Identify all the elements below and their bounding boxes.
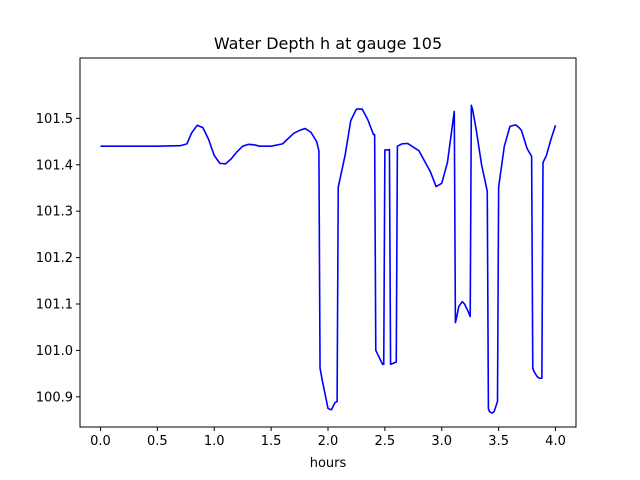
series-layer [100, 104, 557, 414]
x-axis-ticks: 0.0 0.5 1.0 1.5 2.0 2.5 3.0 3.5 4.0 [90, 427, 566, 449]
x-tick-label: 1.0 [204, 434, 225, 449]
x-tick-label: 0.5 [147, 434, 168, 449]
x-tick-label: 3.5 [488, 434, 509, 449]
x-tick-label: 1.5 [261, 434, 282, 449]
y-tick-label: 101.0 [36, 344, 73, 359]
plot-area: 0.0 0.5 1.0 1.5 2.0 2.5 3.0 3.5 4.0 100.9101.010… [36, 57, 577, 449]
x-tick-label: 4.0 [545, 434, 566, 449]
series-line [100, 104, 557, 414]
x-tick-label: 3.0 [431, 434, 452, 449]
chart-title: Water Depth h at gauge 105 [214, 34, 442, 53]
y-axis-ticks: 100.9 101.0 101.1 101.2 101.3 101.4 101.5 [36, 112, 80, 405]
x-tick-label: 0.0 [90, 434, 111, 449]
x-tick-label: 2.0 [318, 434, 339, 449]
x-tick-label: 2.5 [375, 434, 396, 449]
y-tick-label: 101.3 [36, 205, 73, 220]
y-tick-label: 100.9 [36, 390, 73, 405]
y-tick-label: 101.2 [36, 251, 73, 266]
x-axis-label: hours [310, 456, 347, 471]
y-tick-label: 101.1 [36, 298, 73, 313]
y-tick-label: 101.5 [36, 112, 73, 127]
y-tick-label: 101.4 [36, 158, 73, 173]
